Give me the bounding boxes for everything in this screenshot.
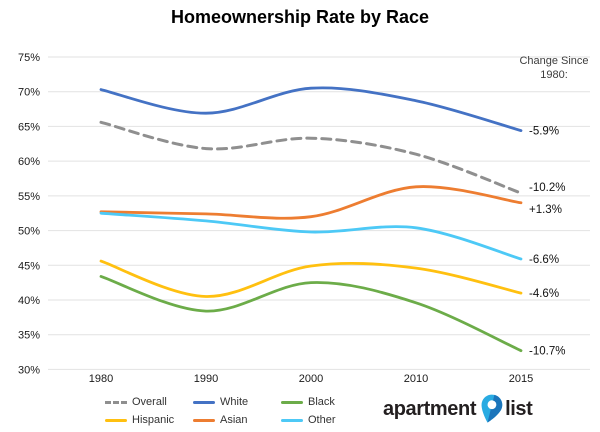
series-line-black <box>99 275 523 353</box>
y-axis-label: 30% <box>18 364 40 376</box>
legend-label-black: Black <box>308 396 335 408</box>
legend-swatch-white <box>193 400 215 404</box>
y-axis-label: 75% <box>18 52 40 64</box>
legend-item-other: Other <box>281 413 369 427</box>
x-axis-label: 1980 <box>89 373 113 385</box>
logo-text-apartment: apartment <box>383 397 477 420</box>
y-axis-label: 45% <box>18 260 40 272</box>
series-line-hispanic <box>99 259 523 298</box>
change-label-hispanic: -4.6% <box>529 288 559 300</box>
apartment-list-logo: apartment list <box>383 392 533 426</box>
change-label-overall: -10.2% <box>529 182 565 194</box>
legend-item-black: Black <box>281 395 369 409</box>
legend-item-overall: Overall <box>105 395 193 409</box>
legend-swatch-other <box>281 418 303 422</box>
legend-item-asian: Asian <box>193 413 281 427</box>
legend-label-overall: Overall <box>132 396 167 408</box>
legend: Overall White Black Hispanic Asian Other <box>105 395 369 427</box>
legend-swatch-overall <box>105 400 127 404</box>
x-axis-label: 2000 <box>299 373 323 385</box>
y-axis-label: 50% <box>18 226 40 238</box>
legend-swatch-black <box>281 400 303 404</box>
series-line-white <box>99 86 523 132</box>
legend-label-hispanic: Hispanic <box>132 414 175 426</box>
logo-text-list: list <box>505 397 533 420</box>
series-line-asian <box>99 185 523 220</box>
change-label-black: -10.7% <box>529 346 565 358</box>
series-line-other <box>99 211 523 261</box>
legend-item-hispanic: Hispanic <box>105 413 193 427</box>
location-pin-icon <box>481 394 503 423</box>
x-axis-label: 2015 <box>509 373 533 385</box>
series-line-overall <box>99 120 523 195</box>
change-label-other: -6.6% <box>529 254 559 266</box>
change-label-white: -5.9% <box>529 126 559 138</box>
y-axis-label: 65% <box>18 121 40 133</box>
change-since-line2: 1980: <box>540 69 568 81</box>
legend-label-asian: Asian <box>220 414 248 426</box>
legend-swatch-hispanic <box>105 418 127 422</box>
change-since-1980-label: Change Since 1980: <box>506 54 600 82</box>
x-axis-label: 2010 <box>404 373 428 385</box>
page-title: Homeownership Rate by Race <box>170 7 430 27</box>
y-axis-label: 70% <box>18 87 40 99</box>
legend-item-white: White <box>193 395 281 409</box>
y-axis-label: 60% <box>18 156 40 168</box>
legend-label-other: Other <box>308 414 336 426</box>
y-axis-label: 40% <box>18 295 40 307</box>
change-label-asian: +1.3% <box>529 204 562 216</box>
x-axis-label: 1990 <box>194 373 218 385</box>
legend-label-white: White <box>220 396 249 408</box>
y-axis-label: 35% <box>18 330 40 342</box>
y-axis-label: 55% <box>18 191 40 203</box>
change-since-line1: Change Since <box>519 55 589 67</box>
legend-swatch-asian <box>193 418 215 422</box>
